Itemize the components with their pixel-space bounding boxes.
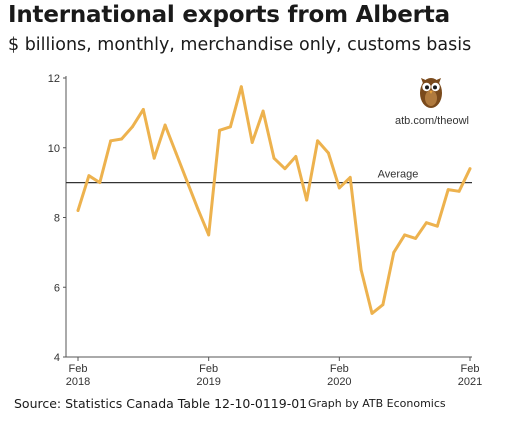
average-label: Average — [378, 169, 419, 181]
source-note: Source: Statistics Canada Table 12-10-01… — [14, 396, 308, 411]
y-tick-label: 8 — [54, 213, 60, 225]
y-tick-label: 12 — [48, 73, 60, 85]
data-point — [174, 151, 178, 155]
data-point — [425, 221, 428, 225]
data-point — [348, 175, 352, 179]
data-point — [392, 250, 396, 254]
chart-title: International exports from Alberta — [8, 2, 450, 28]
credit-note: Graph by ATB Economics — [308, 397, 446, 410]
x-tick-label-month: Feb — [330, 363, 349, 375]
owl-icon — [420, 78, 442, 108]
line-chart: atb.com/theowl 4681012Feb2018Feb2019Feb2… — [48, 73, 482, 388]
data-point — [98, 181, 102, 185]
data-point — [141, 107, 145, 111]
data-point — [457, 189, 461, 193]
y-tick-label: 4 — [54, 352, 60, 364]
chart-subtitle: $ billions, monthly, merchandise only, c… — [8, 35, 472, 55]
data-point — [283, 167, 287, 171]
data-point — [272, 156, 276, 160]
data-point — [229, 125, 232, 129]
data-point — [250, 141, 254, 144]
x-tick-label-month: Feb — [461, 363, 480, 375]
y-tick-label: 10 — [48, 143, 60, 155]
x-tick-label-year: 2018 — [66, 376, 90, 388]
data-point — [196, 207, 200, 211]
data-point — [261, 109, 265, 113]
data-point — [218, 128, 221, 132]
x-tick-label-month: Feb — [199, 363, 218, 375]
data-point — [337, 186, 341, 190]
data-point — [327, 151, 330, 155]
data-point — [370, 312, 374, 315]
y-tick-label: 6 — [54, 282, 60, 294]
data-point — [468, 167, 472, 171]
brand-url: atb.com/theowl — [395, 115, 469, 127]
data-point — [109, 139, 113, 143]
data-point — [316, 139, 319, 143]
data-point — [207, 233, 211, 237]
data-point — [403, 233, 407, 237]
data-point — [152, 156, 156, 160]
data-point — [446, 188, 450, 192]
data-point — [239, 85, 243, 89]
data-point — [294, 155, 298, 158]
data-point — [120, 137, 123, 141]
x-tick-label-month: Feb — [69, 363, 88, 375]
data-point — [185, 179, 189, 183]
data-point — [359, 268, 363, 272]
data-point — [163, 123, 167, 127]
data-point — [435, 224, 439, 228]
data-point — [131, 125, 134, 129]
data-point — [87, 174, 91, 178]
data-point — [381, 303, 385, 307]
x-tick-label-year: 2019 — [196, 376, 220, 388]
data-point — [76, 209, 80, 212]
data-point — [414, 237, 417, 240]
x-tick-label-year: 2021 — [458, 376, 482, 388]
x-tick-label-year: 2020 — [327, 376, 351, 388]
data-point — [305, 198, 309, 202]
